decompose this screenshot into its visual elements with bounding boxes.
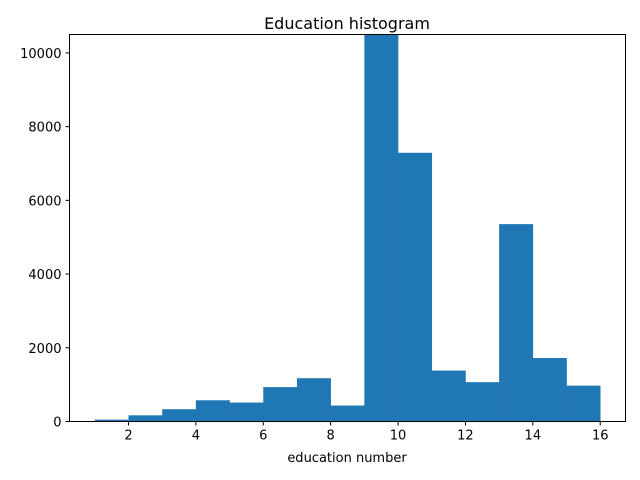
y-tick-label: 8000 bbox=[28, 121, 61, 136]
x-tick-label: 8 bbox=[327, 429, 335, 444]
histogram-bar bbox=[263, 387, 298, 422]
x-tick-label: 6 bbox=[259, 429, 267, 444]
histogram-bar bbox=[398, 152, 433, 422]
y-tick-label: 4000 bbox=[28, 268, 61, 283]
histogram-bar bbox=[229, 402, 264, 422]
plot-frame bbox=[69, 34, 626, 422]
chart-title: Education histogram bbox=[264, 14, 430, 33]
x-tick-label: 2 bbox=[124, 429, 132, 444]
histogram-bar bbox=[465, 382, 500, 422]
bars-group bbox=[94, 34, 601, 422]
x-tick-label: 4 bbox=[192, 429, 200, 444]
y-ticks-group: 0 2000 4000 6000 8000 10000 bbox=[20, 47, 70, 431]
histogram-bar bbox=[296, 378, 331, 422]
x-tick-label: 16 bbox=[592, 429, 609, 444]
x-tick-label: 14 bbox=[525, 429, 542, 444]
y-tick-label: 2000 bbox=[28, 342, 61, 357]
histogram-bar bbox=[566, 385, 601, 422]
histogram-bar bbox=[94, 419, 129, 422]
x-tick-label: 12 bbox=[457, 429, 474, 444]
histogram-bar bbox=[431, 370, 466, 422]
x-ticks-group: 2 4 6 8 10 12 14 16 bbox=[124, 421, 609, 444]
histogram-bar bbox=[499, 224, 534, 422]
y-tick-label: 10000 bbox=[20, 47, 61, 62]
histogram-bar bbox=[532, 357, 567, 422]
y-tick-label: 0 bbox=[53, 416, 61, 431]
histogram-bar bbox=[195, 400, 230, 422]
histogram-bar bbox=[162, 409, 197, 422]
y-tick-label: 6000 bbox=[28, 194, 61, 209]
histogram-bar bbox=[330, 405, 365, 422]
histogram-bar bbox=[128, 415, 163, 422]
histogram-bar bbox=[364, 34, 399, 422]
x-tick-label: 10 bbox=[390, 429, 407, 444]
x-axis-label: education number bbox=[287, 451, 407, 466]
